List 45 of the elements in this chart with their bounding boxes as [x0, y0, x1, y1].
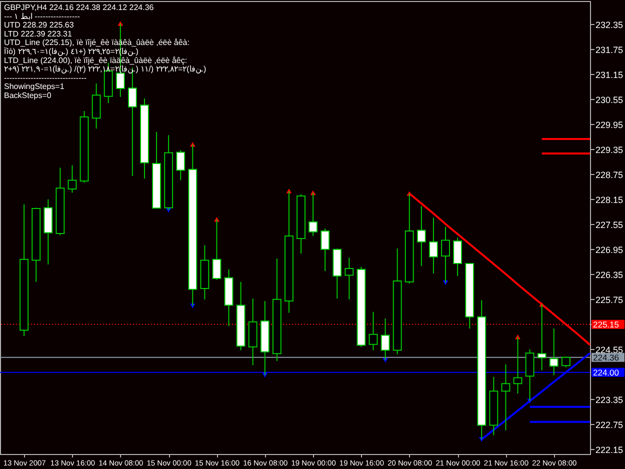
y-tick-label: 224.55 — [596, 344, 624, 355]
annotation: --- ١ طبا ----------------- — [4, 12, 80, 21]
y-tick-label: 223.35 — [596, 394, 624, 405]
y-tick-label: 226.95 — [596, 244, 624, 255]
y-tick-label: 226.35 — [596, 270, 624, 280]
candlestick — [428, 217, 438, 274]
ref-line-label: 225.15 — [593, 319, 620, 330]
y-tick-label: 228.75 — [596, 170, 624, 180]
y-tick-label: 225.75 — [596, 294, 624, 305]
candlestick — [368, 311, 378, 351]
chart-title: GBPJPY,H4 224.16 224.38 224.12 224.36 — [4, 3, 154, 12]
candlestick — [513, 336, 522, 394]
y-tick-label: 229.35 — [596, 144, 624, 155]
candlestick — [320, 228, 330, 272]
candlestick — [68, 164, 77, 194]
candlestick — [308, 192, 318, 237]
y-tick-label: 228.15 — [596, 194, 624, 205]
y-tick-label: 232.35 — [596, 20, 624, 30]
annotation: ShowingSteps=1 — [4, 82, 65, 92]
candlestick — [212, 218, 222, 280]
annotation: ------------------------------- — [4, 73, 87, 82]
y-tick-label: 227.55 — [596, 220, 624, 230]
candlestick — [525, 348, 534, 402]
candlestick — [176, 150, 186, 181]
y-tick-label: 229.95 — [596, 120, 624, 130]
candlestick — [380, 318, 390, 361]
candlestick — [561, 356, 570, 368]
y-tick-label: 231.75 — [596, 44, 624, 55]
candlestick — [453, 237, 462, 277]
candlestick — [92, 83, 101, 130]
y-tick-label: 231.15 — [596, 70, 624, 80]
y-tick-label: 230.55 — [596, 94, 624, 105]
annotation: LTD 222.39 223.31 — [4, 29, 72, 38]
y-tick-label: 222.15 — [596, 444, 624, 455]
candlestick — [416, 206, 426, 267]
annotation: UTD 228.29 225.63 — [4, 20, 74, 30]
candlestick — [501, 364, 510, 431]
candlestick — [537, 304, 546, 371]
candlestick — [441, 226, 450, 284]
ref-line-label: 224.00 — [593, 367, 620, 378]
y-tick-label: 222.75 — [596, 420, 624, 430]
candlestick — [344, 257, 354, 300]
candlestick — [549, 328, 558, 376]
annotation: BackSteps=0 — [4, 91, 52, 100]
ref-line-label: 224.36 — [593, 352, 620, 362]
